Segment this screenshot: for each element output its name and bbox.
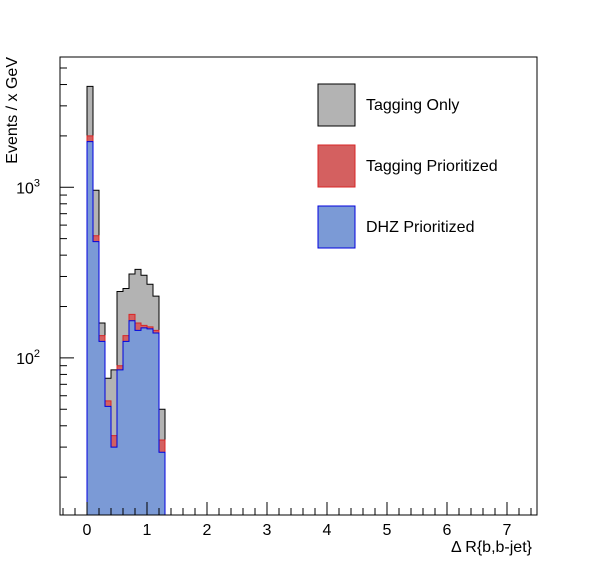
y-axis-label: Events / x GeV bbox=[4, 57, 21, 164]
legend-swatch-dhz-prioritized bbox=[317, 205, 356, 249]
bar-dhz-prioritized-4 bbox=[111, 447, 117, 515]
bar-dhz-prioritized-3 bbox=[105, 406, 111, 515]
bar-dhz-prioritized-11 bbox=[153, 332, 159, 515]
x-axis: 0 1 2 3 4 5 6 7 bbox=[62, 502, 532, 539]
histogram-layer bbox=[86, 85, 166, 516]
bar-dhz-prioritized-7 bbox=[129, 320, 135, 515]
bar-dhz-prioritized-9 bbox=[141, 327, 147, 515]
legend-label-tagging-only: Tagging Only bbox=[366, 97, 459, 114]
x-tick-label: 3 bbox=[263, 522, 272, 539]
legend-label-tagging-prioritized: Tagging Prioritized bbox=[366, 158, 498, 175]
bar-dhz-prioritized-6 bbox=[123, 341, 129, 515]
x-tick-label: 5 bbox=[383, 522, 392, 539]
x-tick-label: 4 bbox=[323, 522, 332, 539]
x-tick-label: 6 bbox=[443, 522, 452, 539]
x-tick-label: 2 bbox=[203, 522, 212, 539]
plot-frame bbox=[59, 56, 538, 516]
bar-dhz-prioritized-0 bbox=[87, 141, 93, 515]
outline-dhz-prioritized bbox=[86, 141, 166, 515]
legend: Tagging Only Tagging Prioritized DHZ Prior… bbox=[317, 83, 498, 249]
legend-label-dhz-prioritized: DHZ Prioritized bbox=[366, 219, 474, 236]
x-tick-label: 0 bbox=[83, 522, 92, 539]
x-tick-label: 1 bbox=[143, 522, 152, 539]
legend-swatch-tagging-prioritized bbox=[317, 144, 356, 188]
bar-dhz-prioritized-10 bbox=[147, 328, 153, 515]
legend-swatch-tagging-only bbox=[317, 83, 356, 127]
bar-dhz-prioritized-12 bbox=[159, 452, 165, 515]
x-tick-label: 7 bbox=[503, 522, 512, 539]
bar-dhz-prioritized-8 bbox=[135, 330, 141, 515]
series-dhz-prioritized bbox=[86, 141, 166, 516]
bar-dhz-prioritized-1 bbox=[93, 241, 99, 516]
x-axis-label: Δ R{b,b-jet} bbox=[451, 539, 533, 556]
bar-dhz-prioritized-5 bbox=[117, 369, 123, 515]
bar-dhz-prioritized-2 bbox=[99, 341, 105, 515]
